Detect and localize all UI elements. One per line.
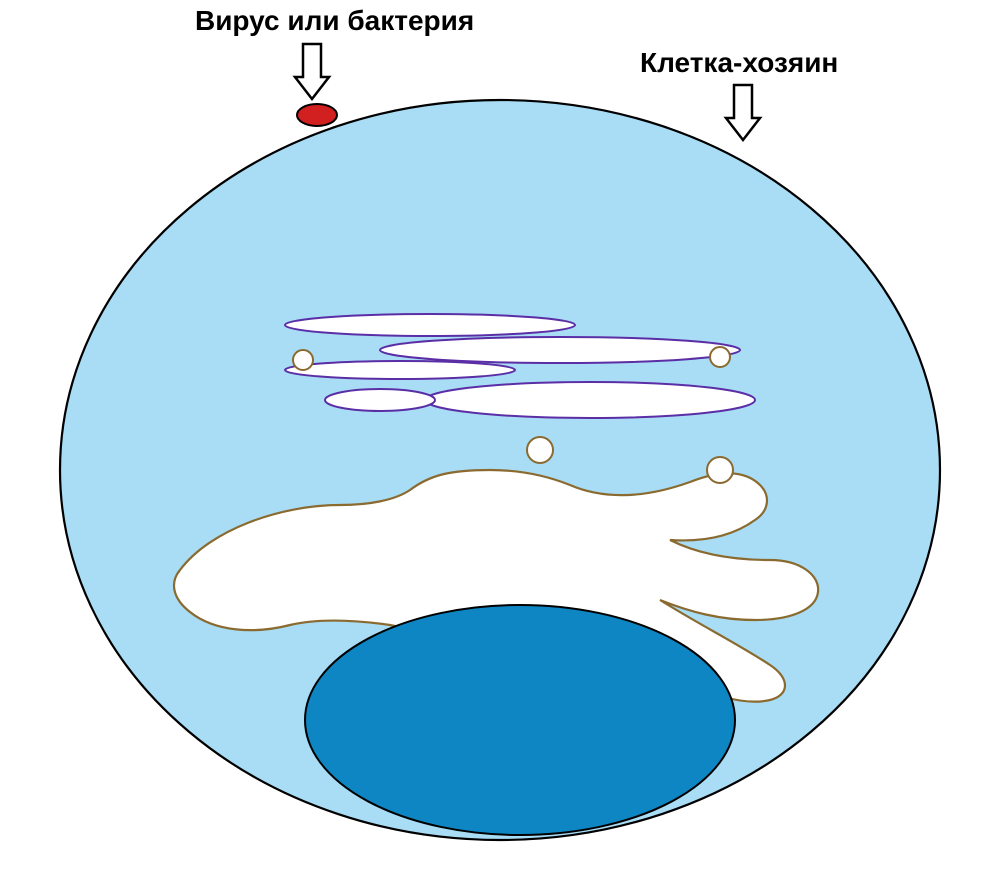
arrow-down-icon-hostcell <box>726 85 760 140</box>
vesicle-2 <box>527 437 553 463</box>
er-ellipse-0 <box>285 314 575 336</box>
virus-dot <box>297 104 337 126</box>
vesicle-1 <box>710 347 730 367</box>
er-ellipse-1 <box>380 337 740 363</box>
arrow-down-icon-virus <box>295 44 329 99</box>
diagram-stage: Вирус или бактерия Клетка-хозяин <box>0 0 1000 872</box>
vesicle-0 <box>293 350 313 370</box>
vesicle-3 <box>707 457 733 483</box>
er-ellipse-3 <box>425 382 755 418</box>
er-ellipse-4 <box>325 389 435 411</box>
nucleus <box>305 605 735 835</box>
diagram-svg <box>0 0 1000 872</box>
label-virus-or-bacteria: Вирус или бактерия <box>195 5 474 37</box>
er-ellipse-2 <box>285 361 515 379</box>
label-host-cell: Клетка-хозяин <box>640 47 838 79</box>
